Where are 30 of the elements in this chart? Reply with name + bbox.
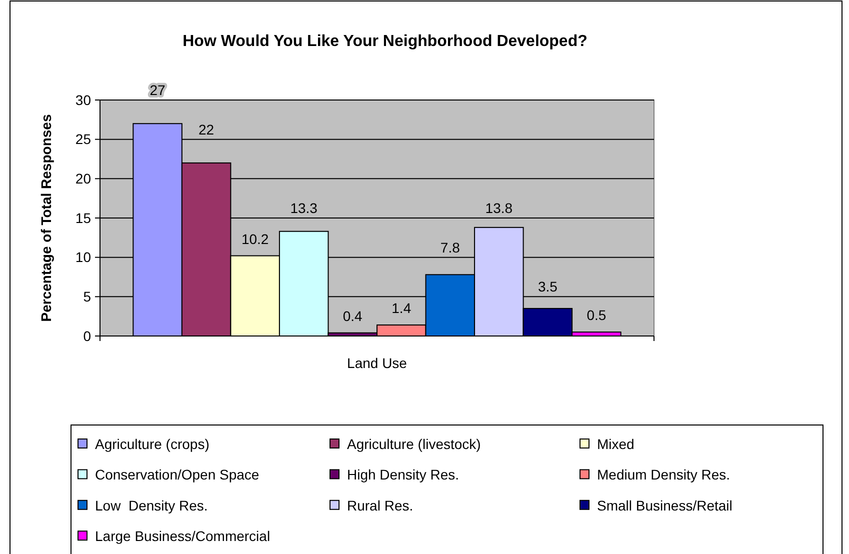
legend-label: Agriculture (crops) xyxy=(95,436,210,452)
legend-label: Agriculture (livestock) xyxy=(347,436,481,452)
legend-label: High Density Res. xyxy=(347,466,460,483)
legend-label: Large Business/Commercial xyxy=(95,528,270,544)
y-tick-label: 25 xyxy=(75,131,92,148)
legend-label: Small Business/Retail xyxy=(597,497,732,514)
y-axis-title: Percentage of Total Responses xyxy=(38,114,54,322)
data-label: 0.4 xyxy=(342,308,363,324)
legend-label: Medium Density Res. xyxy=(597,466,730,483)
data-label: 13.8 xyxy=(485,200,513,216)
legend-label: Low Density Res. xyxy=(95,497,208,514)
legend-label: Conservation/Open Space xyxy=(95,466,260,483)
chart-title: How Would You Like Your Neighborhood Developed? xyxy=(182,33,588,50)
legend-label: Rural Res. xyxy=(347,497,414,514)
data-label: 3.5 xyxy=(538,278,558,295)
y-tick-label: 30 xyxy=(75,92,92,108)
data-label: 1.4 xyxy=(392,300,412,316)
x-axis-title: Land Use xyxy=(347,355,408,371)
data-label: 22 xyxy=(198,121,214,138)
data-label: 0.5 xyxy=(586,307,606,324)
y-tick-label: 20 xyxy=(75,170,92,187)
y-tick-label: 10 xyxy=(75,249,92,266)
y-tick-label: 15 xyxy=(75,210,92,226)
data-label: 7.8 xyxy=(440,239,460,256)
data-label: 27 xyxy=(150,82,166,98)
data-label: 10.2 xyxy=(241,230,269,247)
legend-label: Mixed xyxy=(597,436,634,452)
y-tick-label: 0 xyxy=(83,328,92,344)
data-label: 13.3 xyxy=(290,200,318,216)
y-tick-label: 5 xyxy=(83,288,92,305)
